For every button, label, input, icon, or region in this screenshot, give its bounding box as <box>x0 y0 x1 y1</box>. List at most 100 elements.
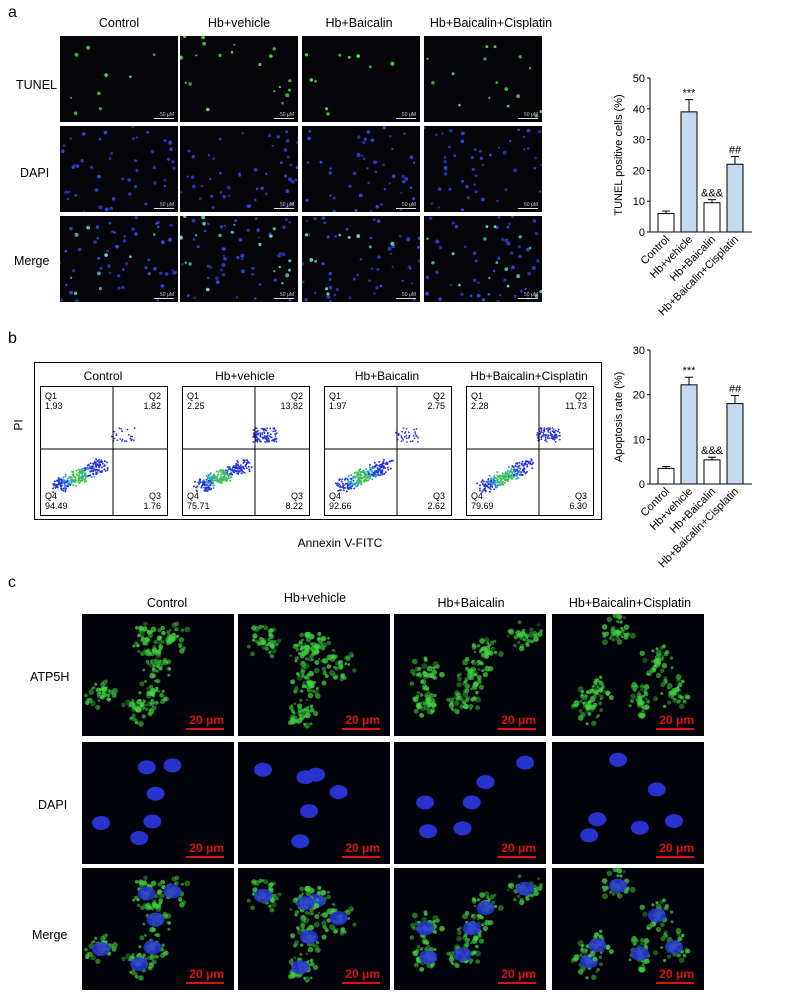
y-tick-label: 0 <box>639 479 645 491</box>
significance-mark: *** <box>683 365 697 377</box>
scale-bar <box>154 298 174 299</box>
row-label-dapi-c: DAPI <box>38 798 68 812</box>
scale-bar-label: 20 μm <box>659 713 694 727</box>
quadrant-percent: 8.22 <box>285 501 303 511</box>
col-header-c-control: Control <box>146 596 188 610</box>
scale-bar <box>274 208 294 209</box>
dapi-image-hb-vehicle: 20 μm <box>238 742 390 864</box>
scale-bar <box>396 208 416 209</box>
panel-label-b: b <box>8 330 17 347</box>
scale-bar-label: 50 μM <box>280 292 294 298</box>
scale-bar-label: 20 μm <box>345 841 380 855</box>
quadrant-name: Q3 <box>148 491 161 501</box>
quadrant-name: Q2 <box>290 391 303 401</box>
scale-bar <box>274 298 294 299</box>
quadrant-percent: 79.69 <box>471 501 494 511</box>
scale-bar-label: 50 μM <box>524 202 538 208</box>
scale-bar <box>154 118 174 119</box>
bar-hb-baicalin <box>703 202 721 233</box>
quadrant-name: Q4 <box>471 491 484 501</box>
scale-bar-label: 50 μM <box>524 292 538 298</box>
scale-bar-label: 50 μM <box>280 202 294 208</box>
scale-bar-label: 50 μM <box>402 202 416 208</box>
merge-image-hb-vehicle: 20 μm <box>238 868 390 990</box>
scale-bar-label: 20 μm <box>345 967 380 981</box>
y-tick-label: 20 <box>633 165 645 177</box>
row-label-merge-a: Merge <box>14 254 50 268</box>
q2-label: Q2 1.82 <box>143 391 161 411</box>
scale-bar <box>186 856 224 858</box>
scale-bar <box>656 728 694 730</box>
merge-image-hb-baicalin: 50 μM <box>302 216 420 302</box>
scale-bar <box>656 856 694 858</box>
tunel-image-hb-vehicle: 50 μM <box>180 36 298 122</box>
quadrant-percent: 94.49 <box>45 501 68 511</box>
significance-mark: &&& <box>701 188 724 200</box>
flow-title-hb-baicalin: Hb+Baicalin <box>354 369 420 383</box>
quadrant-name: Q2 <box>432 391 445 401</box>
q3-label: Q3 6.30 <box>569 491 587 511</box>
scale-bar-label: 20 μm <box>501 841 536 855</box>
scale-bar-label: 50 μM <box>402 112 416 118</box>
dapi-image-hb-baicalin: 20 μm <box>394 742 546 864</box>
q4-label: Q4 79.69 <box>471 491 494 511</box>
significance-mark: ## <box>729 145 742 157</box>
bar-hb-vehicle <box>680 384 698 485</box>
merge-image-hb-baicalin-cisplatin: 20 μm <box>552 868 704 990</box>
col-header-c-hb-baicalin-cisplatin: Hb+Baicalin+Cisplatin <box>568 596 692 610</box>
flow-xlabel: Annexin V-FITC <box>297 536 383 550</box>
col-header-control: Control <box>98 16 140 30</box>
y-tick-label: 10 <box>633 434 645 446</box>
flow-plot-hb-baicalin: Q1 1.97 Q2 2.75 Q3 2.62 Q4 92.66 <box>324 386 452 516</box>
quadrant-percent: 1.82 <box>143 401 161 411</box>
panel-label-a: a <box>8 4 17 21</box>
scale-bar-label: 20 μm <box>345 713 380 727</box>
y-axis-label: TUNEL positive cells (%) <box>613 94 625 215</box>
quadrant-name: Q2 <box>148 391 161 401</box>
bar-control <box>657 467 675 485</box>
merge-image-hb-baicalin-cisplatin: 50 μM <box>424 216 542 302</box>
q1-label: Q1 2.25 <box>187 391 205 411</box>
col-header-c-hb-vehicle: Hb+vehicle <box>283 591 347 605</box>
quadrant-percent: 1.97 <box>329 401 347 411</box>
scale-bar-label: 50 μM <box>160 292 174 298</box>
scale-bar <box>656 982 694 984</box>
flow-plot-hb-baicalin-cisplatin: Q1 2.28 Q2 11.73 Q3 6.30 Q4 79.69 <box>466 386 594 516</box>
quadrant-name: Q3 <box>290 491 303 501</box>
y-tick-label: 20 <box>633 390 645 402</box>
scale-bar-label: 20 μm <box>659 967 694 981</box>
dapi-image-hb-baicalin-cisplatin: 20 μm <box>552 742 704 864</box>
scale-bar <box>518 208 538 209</box>
quadrant-percent: 13.82 <box>280 401 303 411</box>
q1-label: Q1 1.93 <box>45 391 63 411</box>
flow-title-hb-vehicle: Hb+vehicle <box>215 369 275 383</box>
y-axis-label: Apoptosis rate (%) <box>613 372 625 462</box>
scale-bar-label: 20 μm <box>659 841 694 855</box>
quadrant-percent: 1.93 <box>45 401 63 411</box>
scale-bar <box>186 982 224 984</box>
scale-bar-label: 20 μm <box>501 967 536 981</box>
q4-label: Q4 92.66 <box>329 491 352 511</box>
atp5h-image-hb-vehicle: 20 μm <box>238 614 390 736</box>
quadrant-percent: 2.62 <box>427 501 445 511</box>
bar-hb-vehicle <box>680 111 698 233</box>
significance-mark: &&& <box>701 445 724 457</box>
dapi-image-hb-baicalin-cisplatin: 50 μM <box>424 126 542 212</box>
y-tick-label: 30 <box>633 135 645 147</box>
flow-plot-hb-vehicle: Q1 2.25 Q2 13.82 Q3 8.22 Q4 75.71 <box>182 386 310 516</box>
scale-bar <box>498 982 536 984</box>
quadrant-name: Q1 <box>45 391 58 401</box>
significance-mark: ## <box>729 384 742 396</box>
quadrant-name: Q2 <box>574 391 587 401</box>
bar-hb-baicalin-cisplatin <box>726 403 744 485</box>
q2-label: Q2 11.73 <box>565 391 587 411</box>
q4-label: Q4 75.71 <box>187 491 210 511</box>
q3-label: Q3 2.62 <box>427 491 445 511</box>
scale-bar-label: 20 μm <box>189 841 224 855</box>
scale-bar <box>274 118 294 119</box>
quadrant-name: Q4 <box>45 491 58 501</box>
row-label-dapi-a: DAPI <box>20 166 50 180</box>
quadrant-name: Q1 <box>187 391 200 401</box>
